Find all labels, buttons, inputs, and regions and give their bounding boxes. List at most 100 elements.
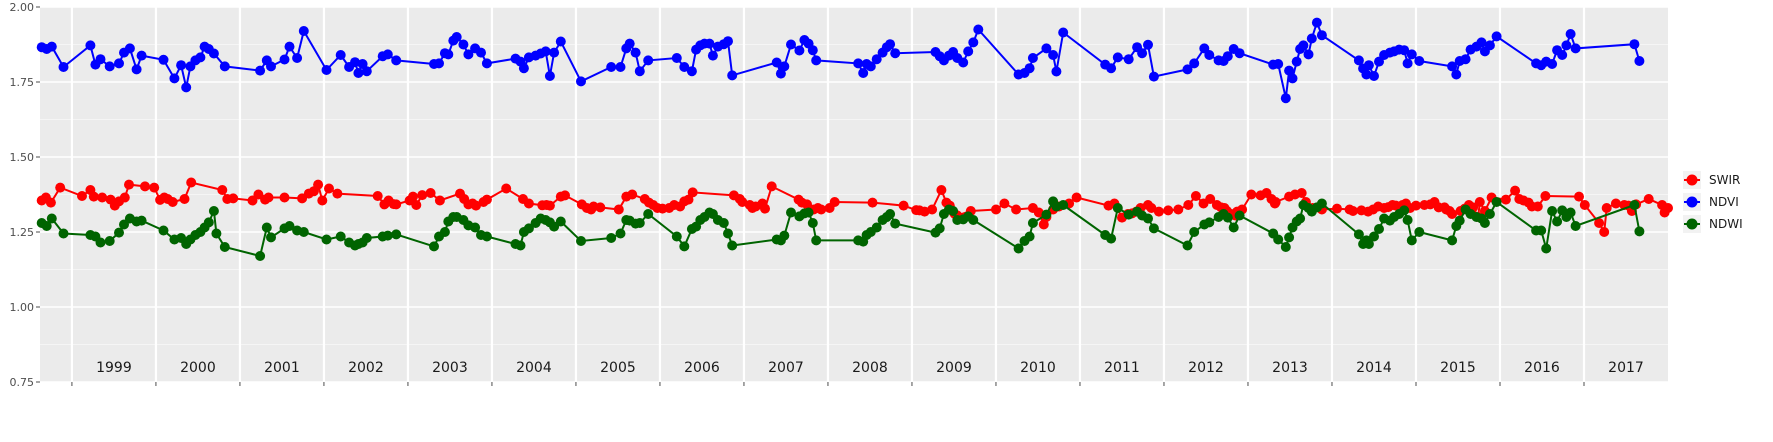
ndvi-point [1123,54,1134,65]
ndvi-point [104,61,115,72]
ndwi-point [1182,240,1193,251]
ndwi-point [335,231,346,242]
ndvi-point [1284,65,1295,76]
swir-point [186,177,197,188]
swir-point [1205,194,1216,204]
ndvi-point [811,55,822,66]
ndvi-point [555,36,566,47]
swir-point [149,182,160,193]
swir-point [124,179,134,190]
ndvi-point [1182,64,1193,75]
swir-point [1038,219,1049,230]
ndvi-point [1024,63,1035,74]
legend-label-swir: SWIR [1709,173,1740,187]
ndvi-point [1629,39,1640,50]
swir-point [919,206,930,217]
ndwi-point [1316,198,1327,209]
ndvi-point [1051,66,1062,77]
ndvi-point [1306,33,1317,44]
ndwi-point [523,223,534,234]
ndvi-point [181,82,192,93]
ndwi-point [948,206,959,216]
ndwi-point [104,236,115,246]
ndwi-point [255,251,266,261]
ndvi-point [544,71,555,81]
ndvi-point [1234,48,1245,59]
year-label: 2008 [852,360,888,376]
ndwi-point [1402,215,1413,225]
legend-key-swir-point [1686,174,1698,186]
year-label: 2004 [516,360,552,376]
ndwi-point [1447,235,1458,246]
ndwi-point [1353,229,1364,240]
ndvi-point [476,47,486,58]
ndwi-point [261,222,272,233]
ndvi-point [292,53,303,63]
ndwi-point [1369,231,1379,242]
legend-label-ndvi: NDVI [1709,195,1739,209]
ndwi-point [1222,212,1233,223]
ndvi-point [284,41,295,52]
ndvi-point [624,38,635,49]
axes: 0.75 1.00 1.25 1.50 1.75 2.00 [10,1,1585,389]
ndvi-point [46,41,57,52]
swir-point [1270,197,1281,207]
ndvi-point [1451,69,1462,80]
ndvi-point [255,65,266,76]
ndwi-point [606,233,617,243]
swir-point [760,203,770,214]
ndvi-point [963,46,974,57]
ndvi-point [451,32,462,42]
swir-point [1663,203,1673,213]
swir-point [1011,204,1022,215]
ndwi-point [95,237,106,248]
swir-point [228,193,239,204]
ndvi-point [1565,29,1576,39]
swir-point [898,200,909,211]
ndwi-point [1112,203,1123,213]
ndwi-point [203,217,214,228]
ndvi-point [1369,71,1379,81]
ndvi-point [1143,39,1153,50]
ndwi-point [1479,218,1490,228]
ndwi-point [208,206,219,216]
ndwi-point [1570,221,1581,231]
ndvi-point [1361,69,1372,80]
ndvi-point [871,54,882,65]
legend-label-ndwi: NDWI [1709,217,1743,231]
ndwi-point [679,241,690,252]
swir-point [1246,189,1257,200]
ndvi-point [335,50,346,60]
ndvi-point [973,24,984,35]
swir-point [1599,227,1610,237]
ndvi-point [1041,43,1052,54]
ndwi-point [718,218,729,228]
ndwi-point [885,209,896,219]
y-tick-label: 1.00 [10,301,35,314]
ndvi-point [1476,37,1487,48]
swir-point [1532,201,1543,212]
ndwi-point [1491,197,1502,207]
ndvi-point [1148,71,1159,82]
ndvi-point [1547,59,1558,69]
swir-point [560,190,570,201]
ndwi-point [1399,205,1410,216]
ndvi-point [1048,50,1059,60]
ndwi-point [284,221,295,231]
ndwi-point [1143,213,1153,224]
legend-key-ndwi-point [1686,218,1698,230]
ndwi-point [576,236,586,246]
ndvi-point [1137,48,1148,59]
swir-point [1183,200,1194,210]
ndwi-point [968,215,979,225]
ndvi-point [1106,63,1117,74]
swir-point [1173,204,1184,215]
swir-point [317,195,328,206]
swir-point [501,183,512,194]
swir-point [140,181,150,192]
swir-point [217,185,228,195]
ndwi-point [1041,209,1052,220]
ndwi-point [46,213,57,224]
ndwi-point [219,242,230,252]
swir-point [936,185,947,195]
